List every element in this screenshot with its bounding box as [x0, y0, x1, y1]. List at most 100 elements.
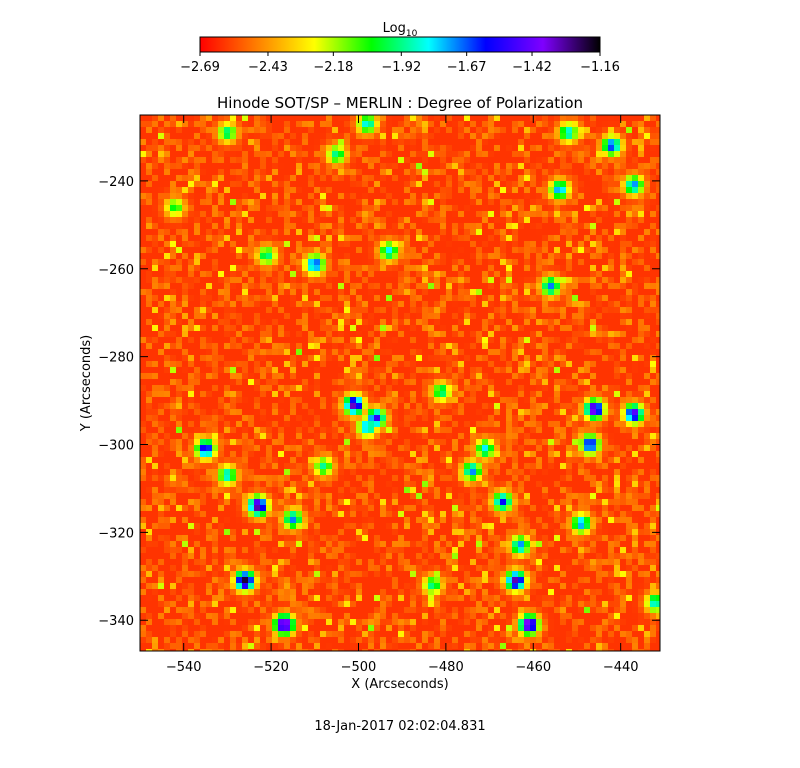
heatmap-cell [266, 253, 272, 259]
heatmap-cell [410, 403, 416, 409]
heatmap-cell [164, 349, 170, 355]
heatmap-cell [488, 343, 494, 349]
heatmap-cell [440, 157, 446, 163]
heatmap-cell [434, 301, 440, 307]
heatmap-cell [236, 391, 242, 397]
heatmap-cell [392, 433, 398, 439]
heatmap-cell [572, 283, 578, 289]
heatmap-cell [626, 385, 632, 391]
heatmap-cell [248, 211, 254, 217]
heatmap-cell [476, 301, 482, 307]
heatmap-cell [230, 235, 236, 241]
heatmap-cell [362, 367, 368, 373]
heatmap-cell [602, 343, 608, 349]
heatmap-cell [614, 205, 620, 211]
heatmap-cell [554, 451, 560, 457]
heatmap-cell [548, 217, 554, 223]
heatmap-cell [140, 133, 146, 139]
heatmap-cell [422, 391, 428, 397]
heatmap-cell [344, 259, 350, 265]
heatmap-cell [350, 313, 356, 319]
heatmap-cell [494, 181, 500, 187]
heatmap-cell [644, 319, 650, 325]
colorbar-label: Log10 [383, 21, 418, 39]
heatmap-cell [620, 229, 626, 235]
heatmap-cell [194, 205, 200, 211]
heatmap-cell [428, 349, 434, 355]
heatmap-cell [446, 253, 452, 259]
heatmap-cell [176, 349, 182, 355]
heatmap-cell [284, 307, 290, 313]
heatmap-cell [308, 391, 314, 397]
heatmap-cell [410, 157, 416, 163]
heatmap-cell [452, 157, 458, 163]
colorbar: Log10 −2.69 −2.43 −2.18 −1.92 −1.67 −1.42 −1.1… [180, 21, 620, 75]
heatmap-cell [398, 253, 404, 259]
heatmap-cell [620, 325, 626, 331]
heatmap-cell [422, 343, 428, 349]
heatmap-cell [248, 133, 254, 139]
heatmap-cell [404, 205, 410, 211]
heatmap-cell [356, 163, 362, 169]
heatmap-cell [656, 277, 660, 283]
heatmap-cell [422, 181, 428, 187]
heatmap-cell [188, 379, 194, 385]
heatmap-cell [272, 427, 278, 433]
heatmap-cell [374, 307, 380, 313]
heatmap-cell [266, 145, 272, 151]
heatmap-cell [140, 247, 146, 253]
heatmap-cell [458, 277, 464, 283]
heatmap-cell [464, 295, 470, 301]
heatmap-cell [530, 253, 536, 259]
heatmap-cell [338, 205, 344, 211]
heatmap-cell [524, 217, 530, 223]
heatmap-cell [566, 127, 572, 133]
heatmap-cell [644, 349, 650, 355]
heatmap-cell [548, 193, 554, 199]
heatmap-cell [362, 217, 368, 223]
heatmap-cell [578, 163, 584, 169]
heatmap-cell [374, 385, 380, 391]
heatmap-cell [230, 163, 236, 169]
heatmap-cell [614, 283, 620, 289]
heatmap-cell [548, 433, 554, 439]
heatmap-cell [230, 331, 236, 337]
heatmap-cell [386, 217, 392, 223]
heatmap-cell [560, 403, 566, 409]
heatmap-cell [224, 283, 230, 289]
heatmap-cell [524, 391, 530, 397]
heatmap-cell [632, 283, 638, 289]
heatmap-cell [290, 271, 296, 277]
heatmap-cell [620, 355, 626, 361]
heatmap-cell [524, 367, 530, 373]
heatmap-cell [272, 205, 278, 211]
heatmap-cell [296, 253, 302, 259]
heatmap-cell [512, 427, 518, 433]
heatmap-cell [146, 295, 152, 301]
heatmap-cell [524, 181, 530, 187]
heatmap-cell [614, 175, 620, 181]
heatmap-cell [416, 385, 422, 391]
heatmap-cell [284, 325, 290, 331]
heatmap-cell [650, 253, 656, 259]
heatmap-cell [206, 391, 212, 397]
heatmap-cell [602, 175, 608, 181]
heatmap-cell [554, 433, 560, 439]
heatmap-cell [386, 331, 392, 337]
heatmap-cell [620, 415, 626, 421]
heatmap-cell [530, 241, 536, 247]
heatmap-cell [608, 241, 614, 247]
heatmap-cell [392, 373, 398, 379]
heatmap-cell [176, 397, 182, 403]
heatmap-cell [584, 265, 590, 271]
heatmap-cell [632, 151, 638, 157]
heatmap-cell [608, 445, 614, 451]
heatmap-cell [158, 415, 164, 421]
heatmap-cell [644, 445, 650, 451]
heatmap-cell [452, 361, 458, 367]
heatmap-cell [152, 391, 158, 397]
heatmap-cell [416, 265, 422, 271]
heatmap-cell [380, 145, 386, 151]
heatmap-cell [368, 217, 374, 223]
heatmap-cell [278, 271, 284, 277]
